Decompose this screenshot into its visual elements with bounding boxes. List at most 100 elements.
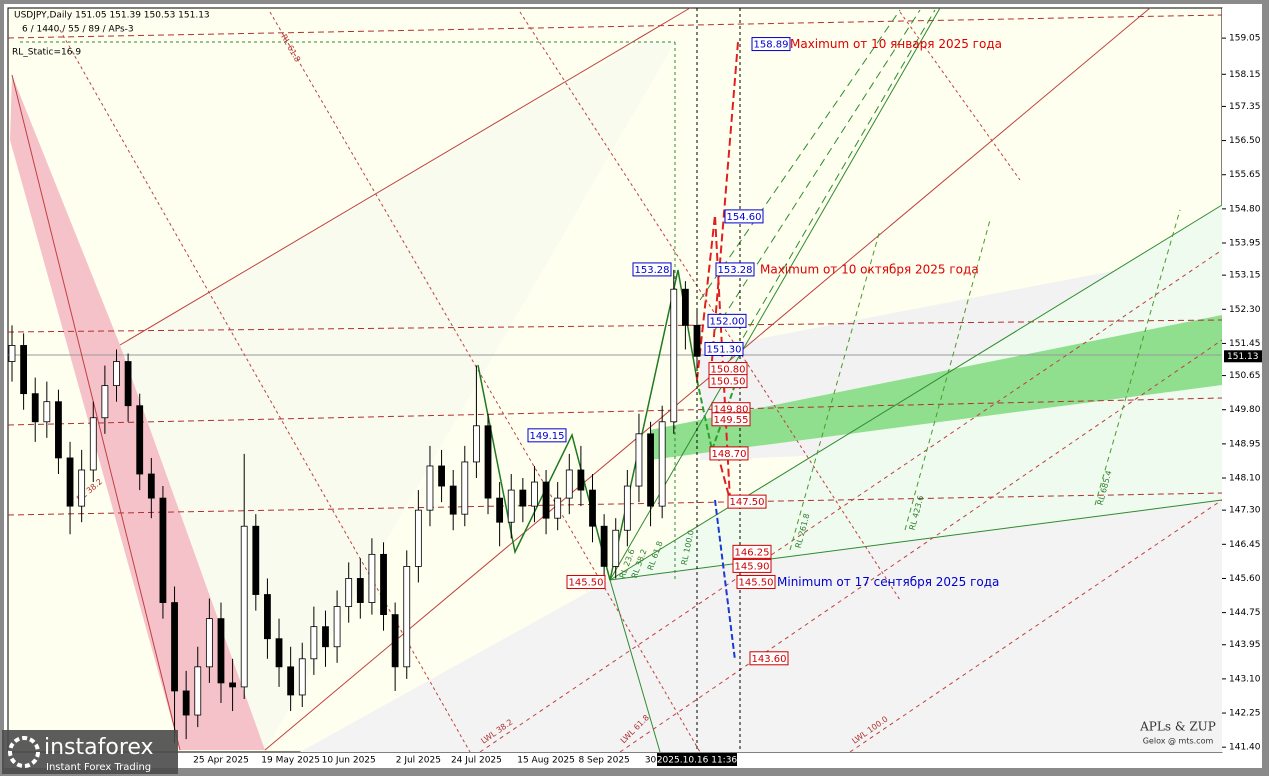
- candle-body: [356, 578, 364, 603]
- candle-body: [182, 690, 190, 716]
- level-box: [732, 544, 772, 559]
- trendline: [119, 7, 691, 346]
- level-label: 145.50: [569, 577, 604, 588]
- candle-body: [391, 614, 399, 668]
- annotation: Maximum от 10 января 2025 года: [790, 37, 1002, 51]
- level-box: [724, 209, 764, 224]
- candle-body: [43, 401, 51, 423]
- y-tick-label: 155.65: [1229, 170, 1261, 180]
- level-box: [704, 341, 744, 356]
- level-label: 149.80: [714, 405, 749, 416]
- candle-body: [554, 497, 562, 519]
- y-tick-label: 152.30: [1229, 305, 1261, 315]
- x-tick-label: 15 Aug 2025: [517, 756, 575, 766]
- candle-body: [8, 345, 16, 362]
- y-tick-label: 153.95: [1229, 239, 1261, 249]
- level-box: [715, 262, 755, 277]
- y-tick-label: 141.40: [1229, 743, 1261, 753]
- candle-body: [20, 345, 28, 395]
- trendline: [789, 229, 881, 551]
- candle-body: [194, 666, 202, 716]
- forecast: [696, 214, 731, 501]
- y-tick-label: 159.05: [1229, 34, 1261, 44]
- level-label: 147.50: [730, 497, 765, 508]
- level-label: 153.28: [635, 265, 670, 276]
- candle-body: [205, 618, 213, 668]
- level-label: 148.70: [712, 449, 747, 460]
- level-box: [749, 651, 789, 666]
- level-label: 152.00: [710, 316, 745, 327]
- watermark: APLs & ZUP: [1139, 720, 1216, 734]
- candle-body: [229, 682, 236, 688]
- candle-body: [496, 497, 504, 523]
- level-box: [736, 574, 776, 589]
- level-box: [711, 412, 751, 427]
- last-price-box: [1224, 350, 1262, 363]
- candle-body: [31, 393, 39, 423]
- y-tick-label: 158.15: [1229, 70, 1261, 80]
- logo-bg: [2, 730, 178, 774]
- candle-body: [426, 465, 434, 511]
- trendline: [609, 499, 1223, 581]
- candle-body: [322, 626, 329, 648]
- y-tick-label: 143.10: [1229, 674, 1261, 684]
- trendline: [619, 339, 1223, 753]
- trendline: [714, 9, 921, 331]
- candle-body: [670, 288, 678, 423]
- candle-body: [298, 658, 306, 696]
- level-label: 154.60: [727, 212, 762, 223]
- x-tick-label: 10 Jun 2025: [322, 756, 376, 766]
- trendline: [849, 499, 1223, 753]
- level-label: 150.80: [711, 365, 746, 376]
- level-label: 150.50: [711, 377, 746, 388]
- candle-body: [507, 489, 515, 523]
- level-box: [707, 313, 747, 328]
- candle-body: [600, 525, 608, 567]
- y-tick-label: 153.15: [1229, 271, 1261, 281]
- trendlines: [7, 7, 1223, 753]
- trendline: [264, 7, 1151, 751]
- y-tick-label: 150.65: [1229, 371, 1261, 381]
- indicator: RL_Static=16.9: [12, 48, 81, 58]
- annotation: Minimum от 17 сентября 2025 года: [777, 575, 999, 589]
- level-box: [632, 262, 672, 277]
- trendline: [269, 11, 701, 753]
- y-axis-area: [1222, 8, 1262, 752]
- trendline: [899, 11, 1021, 181]
- trendline: [1094, 209, 1181, 506]
- y-tick-label: 147.30: [1229, 506, 1261, 516]
- candle-body: [403, 566, 411, 668]
- subheader: 6 / 1440 / 55 / 89 / APs-3: [22, 25, 134, 35]
- candle-body: [461, 461, 469, 515]
- candle-body: [55, 401, 62, 459]
- level-label: 151.30: [707, 344, 742, 355]
- candle-body: [345, 578, 353, 607]
- y-tick-label: 156.50: [1229, 136, 1261, 146]
- logo-icon: [8, 736, 40, 768]
- level-label: 153.28: [718, 265, 753, 276]
- candle-body: [101, 385, 109, 419]
- candles: [8, 269, 701, 744]
- level-label: 146.25: [735, 547, 770, 558]
- candle-body: [473, 425, 480, 463]
- trendline: [7, 397, 1223, 426]
- trendline: [11, 74, 181, 751]
- y-tick-label: 143.95: [1229, 640, 1261, 650]
- candle-body: [171, 602, 178, 692]
- level-box: [566, 574, 606, 589]
- candle-body: [275, 638, 283, 668]
- y-tick-label: 144.75: [1229, 608, 1261, 618]
- x-tick-label: 19 May 2025: [261, 756, 320, 766]
- trendline: [59, 29, 471, 753]
- gray-zone: [300, 500, 1222, 752]
- level-label: 158.89: [754, 40, 789, 51]
- header: USDJPY,Daily 151.05 151.39 150.53 151.13: [14, 11, 210, 21]
- candle-body: [612, 529, 620, 567]
- candle-body: [658, 421, 666, 507]
- crosshair-label: 2025.10.16 11:36: [657, 756, 738, 766]
- y-tick-label: 157.35: [1229, 102, 1261, 112]
- x-tick-label: 30: [645, 756, 657, 766]
- candle-body: [113, 361, 120, 387]
- candle-body: [647, 433, 654, 507]
- level-box: [527, 428, 567, 443]
